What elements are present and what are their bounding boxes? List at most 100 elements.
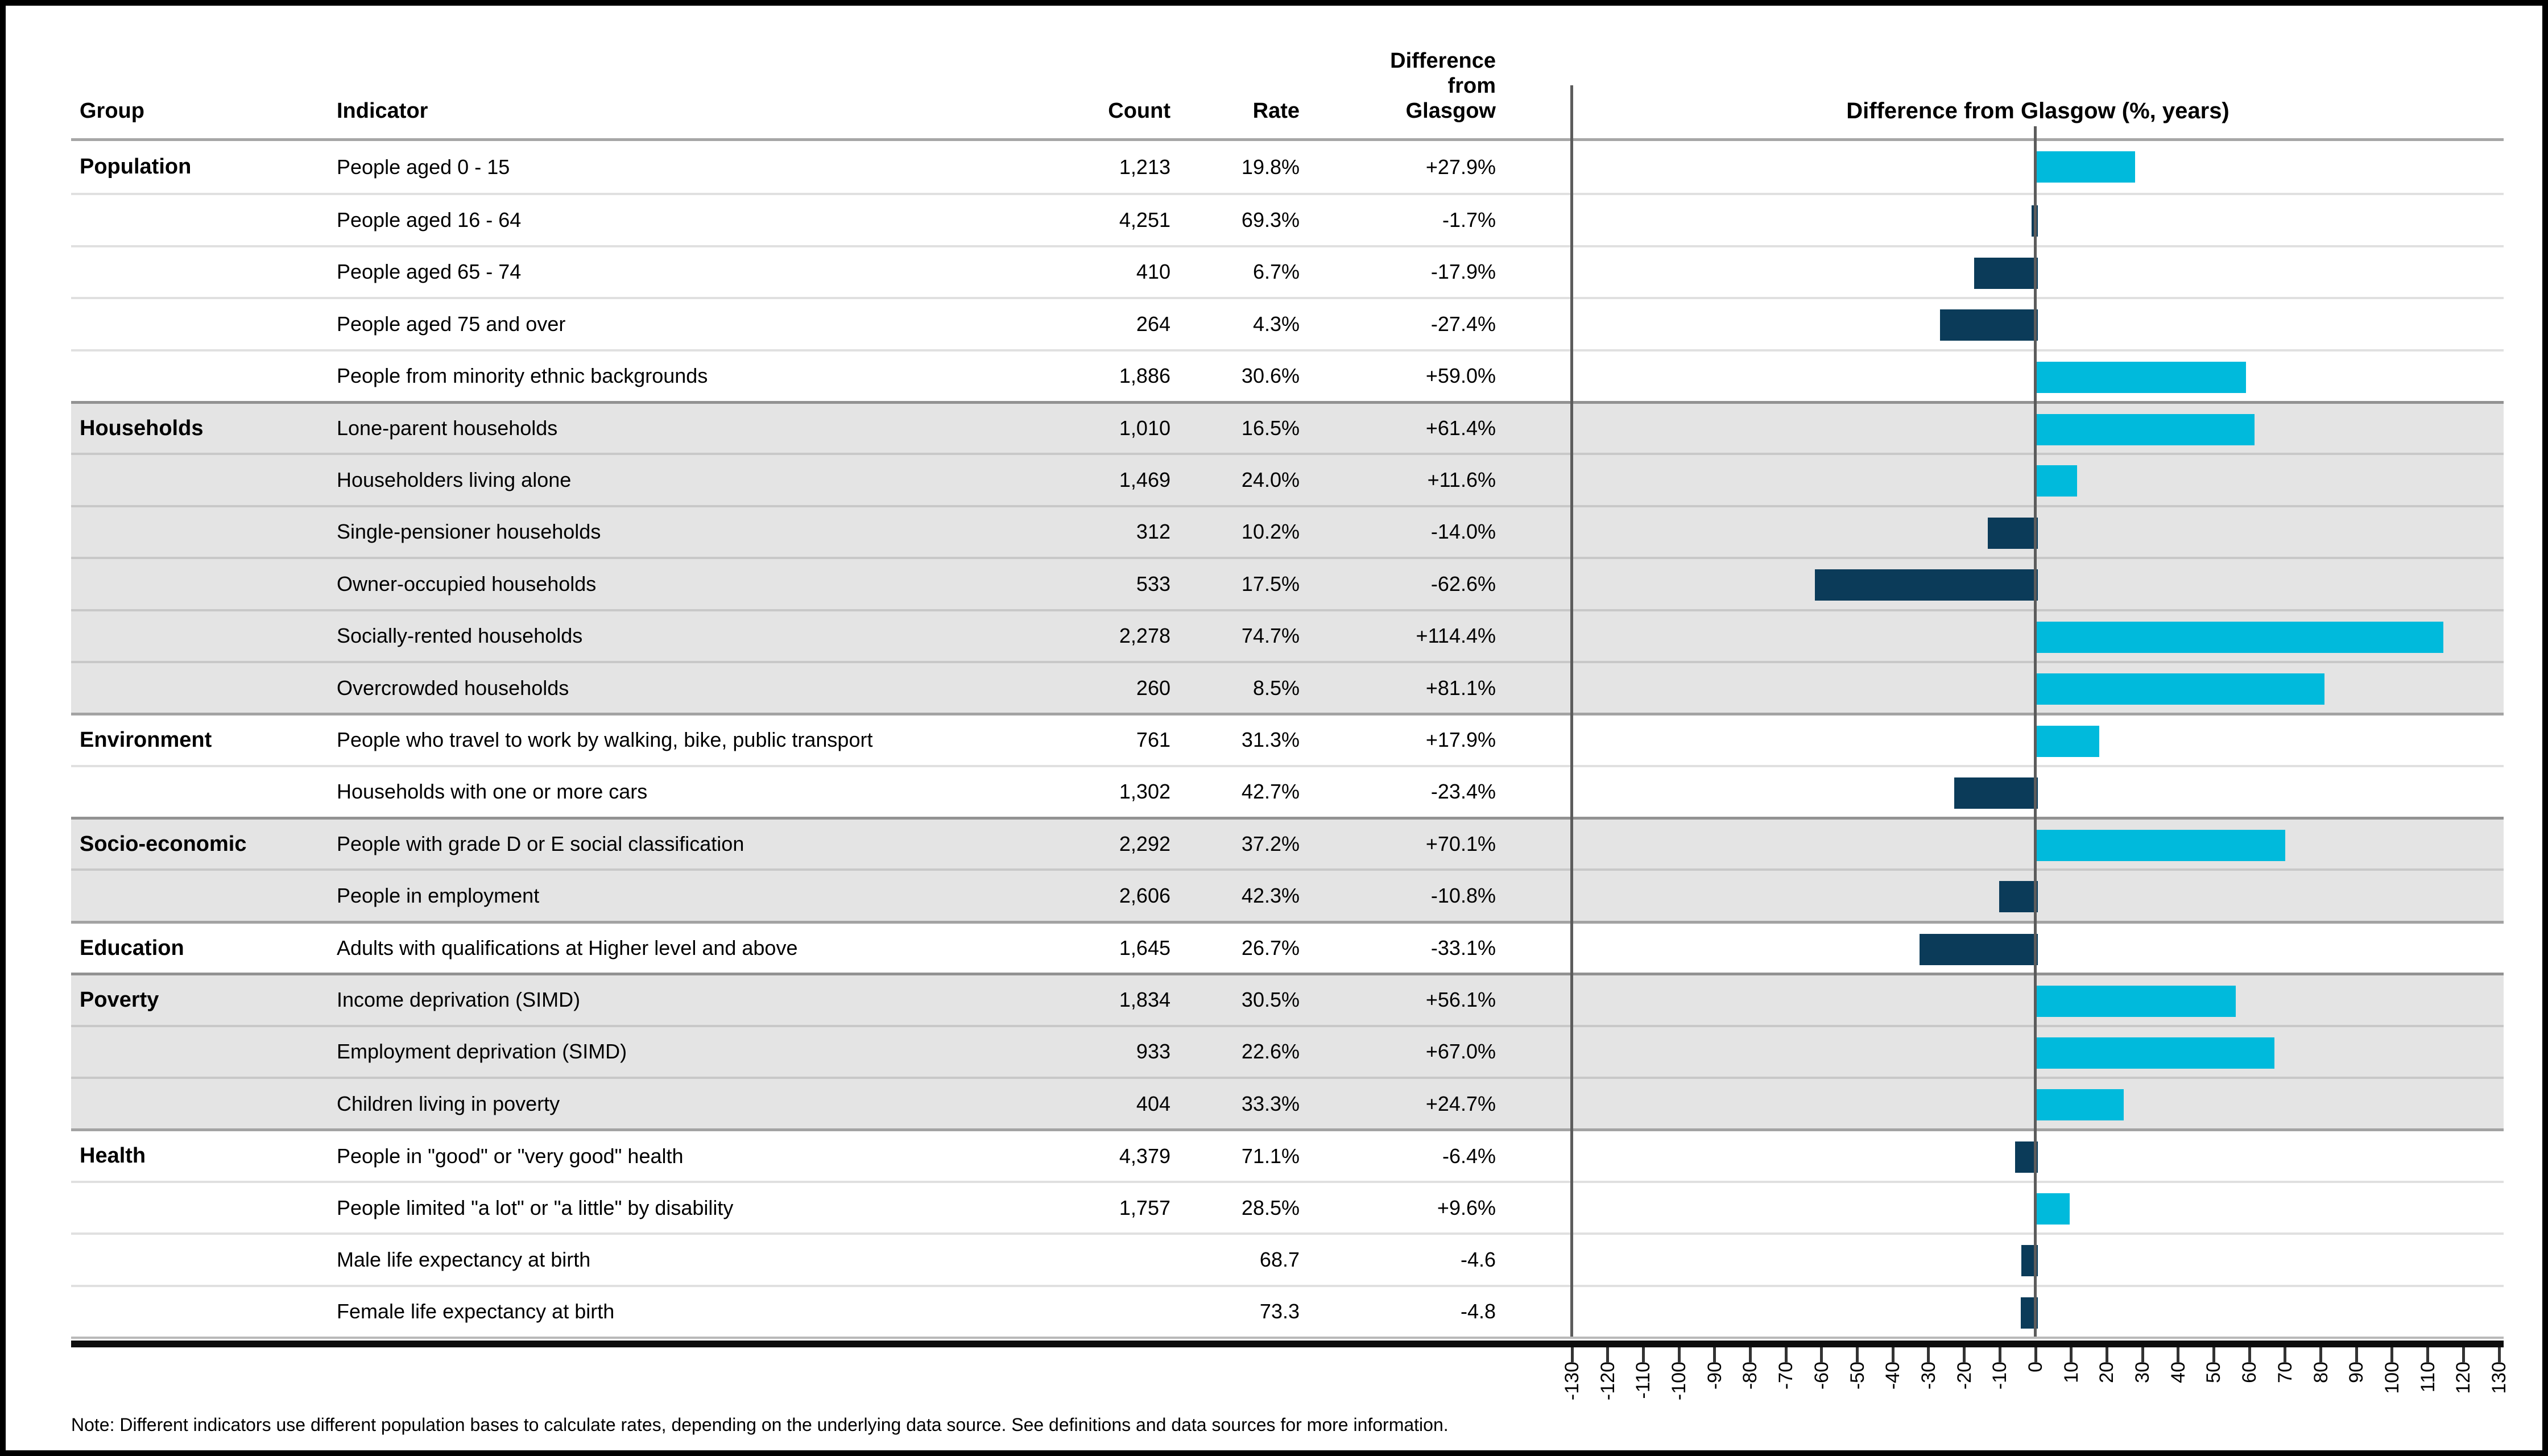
group-label (71, 871, 333, 920)
chart-cell (1572, 871, 2504, 920)
chart-cell (1572, 299, 2504, 349)
axis-tick-label: -120 (1596, 1362, 1619, 1401)
row-spacer (1496, 507, 1572, 557)
axis-tick (2426, 1347, 2430, 1362)
count-value (1054, 1287, 1170, 1337)
difference-bar (1920, 933, 2038, 965)
table-bottom-separator (71, 1336, 2504, 1339)
row-spacer (1496, 1235, 1572, 1284)
difference-value: -62.6% (1430, 572, 1496, 595)
count-value: 410 (1136, 260, 1170, 284)
axis-tick-label: -20 (1953, 1362, 1975, 1390)
rate-value: 26.7% (1241, 936, 1300, 960)
table-row: Education Adults with qualifications at … (71, 920, 2504, 973)
indicator-label: Income deprivation (SIMD) (337, 988, 581, 1012)
difference-value: -4.8 (1460, 1300, 1496, 1323)
axis-tick (2141, 1347, 2144, 1362)
difference-bar (2036, 361, 2246, 393)
rate-value: 16.5% (1241, 416, 1300, 440)
indicator-label: People in employment (337, 884, 540, 908)
chart-cell (1572, 141, 2504, 193)
indicator-label: Children living in poverty (337, 1091, 560, 1115)
column-header-indicator: Indicator (337, 99, 428, 123)
group-label (71, 611, 333, 661)
rate-value: 22.6% (1241, 1040, 1300, 1064)
chart-cell (1572, 611, 2504, 661)
chart-cell (1572, 767, 2504, 817)
rate-value: 71.1% (1241, 1144, 1300, 1168)
axis-tick (1856, 1347, 1859, 1362)
axis-tick (1927, 1347, 1930, 1362)
axis-tick-label: 40 (2167, 1362, 2189, 1383)
column-header-difference: Difference from Glasgow (1390, 49, 1496, 123)
rate-value: 68.7 (1259, 1247, 1300, 1271)
indicator-label: People from minority ethnic backgrounds (337, 364, 708, 388)
indicator-label: People aged 0 - 15 (337, 155, 510, 179)
row-spacer (1496, 611, 1572, 661)
chart-cell (1572, 1027, 2504, 1077)
axis-tick-label: -50 (1846, 1362, 1868, 1390)
table-row: Householders living alone 1,469 24.0% +1… (71, 453, 2504, 505)
chart-cell (1572, 1131, 2504, 1180)
indicator-label: Single-pensioner households (337, 520, 601, 544)
rate-value: 31.3% (1241, 728, 1300, 752)
report-page: Group Indicator Count Rate Difference fr… (6, 6, 2542, 1450)
group-label (71, 455, 333, 504)
row-spacer (1496, 1079, 1572, 1128)
count-value: 1,213 (1119, 155, 1170, 179)
rate-value: 37.2% (1241, 832, 1300, 856)
rate-value: 42.3% (1241, 884, 1300, 908)
difference-bar (2036, 151, 2135, 183)
count-value: 1,886 (1119, 364, 1170, 388)
chart-zero-line (2034, 126, 2037, 1337)
table-row: Male life expectancy at birth 68.7 -4.6 (71, 1232, 2504, 1284)
group-label (71, 1183, 333, 1232)
group-label (71, 767, 333, 817)
rate-value: 4.3% (1252, 312, 1300, 336)
rate-value: 69.3% (1241, 208, 1300, 232)
table-row: Health People in "good" or "very good" h… (71, 1128, 2504, 1180)
difference-value: -1.7% (1442, 208, 1496, 232)
count-value: 933 (1136, 1040, 1170, 1064)
row-spacer (1496, 559, 1572, 609)
difference-value: -27.4% (1430, 312, 1496, 336)
axis-tick-label: 70 (2274, 1362, 2296, 1383)
difference-bar (1988, 517, 2038, 549)
rate-value: 33.3% (1241, 1091, 1300, 1115)
group-label (71, 1287, 333, 1337)
table-header: Group Indicator Count Rate Difference fr… (71, 6, 2504, 141)
difference-bar (2036, 621, 2444, 653)
difference-value: -33.1% (1430, 936, 1496, 960)
difference-value: +70.1% (1425, 832, 1496, 856)
group-label (71, 1079, 333, 1128)
rate-value: 10.2% (1241, 520, 1300, 544)
axis-tick (2070, 1347, 2073, 1362)
table-row: Households with one or more cars 1,302 4… (71, 764, 2504, 817)
axis-tick (2284, 1347, 2287, 1362)
row-spacer (1496, 871, 1572, 920)
difference-value: +24.7% (1425, 1091, 1496, 1115)
group-label (71, 299, 333, 349)
group-label: Population (80, 155, 192, 179)
difference-value: +9.6% (1437, 1196, 1496, 1219)
table-row: People in employment 2,606 42.3% -10.8% (71, 868, 2504, 921)
axis-tick-label: -130 (1561, 1362, 1583, 1401)
axis-tick (1641, 1347, 1645, 1362)
indicator-label: People with grade D or E social classifi… (337, 832, 744, 856)
table-row: People aged 75 and over 264 4.3% -27.4% (71, 297, 2504, 349)
x-axis: -130 -120 -110 -100 -90 -80 -70 -60 -50 -40 -30 -20… (1561, 1347, 2510, 1449)
difference-value: -4.6 (1460, 1247, 1496, 1271)
axis-tick-label: 20 (2096, 1362, 2118, 1383)
difference-value: +114.4% (1416, 624, 1496, 648)
table-row: People limited "a lot" or "a little" by … (71, 1180, 2504, 1232)
rate-value: 74.7% (1241, 624, 1300, 648)
axis-tick-label: 10 (2060, 1362, 2082, 1383)
count-value: 1,302 (1119, 780, 1170, 804)
table-row: Poverty Income deprivation (SIMD) 1,834 … (71, 973, 2504, 1025)
group-label: Socio-economic (80, 832, 247, 856)
axis-tick-label: -40 (1882, 1362, 1904, 1390)
axis-tick-label: -80 (1739, 1362, 1761, 1390)
table-row: Children living in poverty 404 33.3% +24… (71, 1077, 2504, 1129)
axis-tick (2177, 1347, 2180, 1362)
